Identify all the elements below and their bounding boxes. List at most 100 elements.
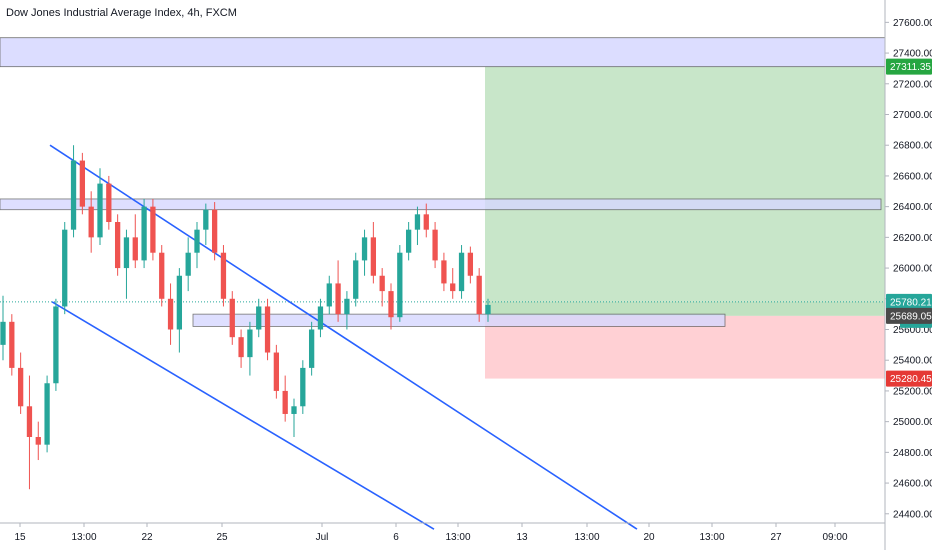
candle-body bbox=[203, 209, 209, 230]
candle-body bbox=[247, 329, 253, 358]
candle-body bbox=[317, 306, 324, 330]
time-tick-label: Jul bbox=[316, 532, 329, 543]
price-tick-label: 27000.00 bbox=[893, 110, 932, 121]
candle-body bbox=[88, 206, 94, 238]
price-tick-label: 25600.00 bbox=[893, 325, 932, 336]
time-tick-label: 13 bbox=[516, 532, 528, 543]
candle-body bbox=[44, 383, 50, 445]
candle-body bbox=[106, 183, 112, 222]
candle-body bbox=[114, 222, 121, 269]
price-tick-label: 25000.00 bbox=[893, 417, 932, 428]
candle-body bbox=[176, 275, 183, 330]
candle-body bbox=[485, 304, 491, 315]
stop-price-tag-bg bbox=[886, 370, 932, 387]
candle-body bbox=[291, 406, 297, 414]
price-tick-label: 27200.00 bbox=[893, 79, 932, 90]
candle-body bbox=[194, 229, 200, 253]
candle-body bbox=[9, 321, 15, 368]
candles bbox=[0, 145, 491, 490]
price-tick-label: 26400.00 bbox=[893, 202, 932, 213]
candle-body bbox=[370, 237, 377, 276]
trade-zones bbox=[485, 66, 885, 379]
candle-body bbox=[159, 252, 165, 299]
price-tick-label: 26600.00 bbox=[893, 171, 932, 182]
candle-body bbox=[70, 160, 77, 230]
candle-body bbox=[53, 306, 59, 384]
channel-lower-line bbox=[51, 301, 435, 530]
candle-body bbox=[62, 229, 68, 307]
chart-title: Dow Jones Industrial Average Index, 4h, … bbox=[6, 7, 237, 19]
time-tick-label: 13:00 bbox=[445, 532, 470, 543]
horizontal-bands bbox=[0, 37, 886, 327]
candle-body bbox=[17, 367, 24, 407]
mid-resistance-band bbox=[0, 198, 882, 211]
time-tick-label: 25 bbox=[216, 532, 228, 543]
candle-body bbox=[26, 406, 33, 437]
time-tick-label: 13:00 bbox=[699, 532, 724, 543]
candle-body bbox=[458, 252, 465, 292]
current-price-tag-bg bbox=[886, 293, 932, 310]
candle-body bbox=[273, 352, 280, 391]
candle-body bbox=[441, 260, 447, 284]
upper-resistance-band bbox=[0, 37, 886, 68]
time-tick-label: 13:00 bbox=[574, 532, 599, 543]
candle-body bbox=[0, 321, 6, 345]
price-tick-label: 27400.00 bbox=[893, 49, 932, 60]
price-tick-label: 26800.00 bbox=[893, 141, 932, 152]
price-tick-label: 26000.00 bbox=[893, 264, 932, 275]
price-tick-label: 26200.00 bbox=[893, 233, 932, 244]
candle-body bbox=[35, 437, 41, 445]
target-zone bbox=[485, 66, 885, 302]
candle-body bbox=[167, 298, 174, 330]
candle-body bbox=[264, 306, 271, 353]
candle-body bbox=[220, 252, 227, 299]
time-tick-label: 15 bbox=[14, 532, 26, 543]
candle-body bbox=[256, 306, 262, 330]
candle-body bbox=[282, 390, 288, 414]
support-band bbox=[192, 313, 726, 327]
candle-body bbox=[308, 329, 315, 368]
candle-body bbox=[300, 367, 306, 407]
candle-body bbox=[476, 275, 482, 315]
time-tick-label: 13:00 bbox=[71, 532, 96, 543]
price-tick-label: 25200.00 bbox=[893, 386, 932, 397]
time-tick-label: 20 bbox=[643, 532, 655, 543]
entry-price-tag: 25689.05 bbox=[890, 311, 932, 322]
channel-upper-line bbox=[49, 144, 638, 530]
candle-body bbox=[379, 275, 385, 292]
price-tick-label: 24400.00 bbox=[893, 509, 932, 520]
candle-body bbox=[388, 291, 394, 318]
candle-body bbox=[414, 214, 421, 230]
candle-body bbox=[326, 283, 332, 307]
entry-price-tag-bg bbox=[886, 307, 932, 324]
candle-body bbox=[211, 209, 218, 253]
candle-body bbox=[150, 206, 156, 253]
candle-body bbox=[397, 252, 403, 318]
candle-body bbox=[229, 298, 235, 338]
candle-body bbox=[423, 214, 429, 230]
target-price-tag-bg bbox=[886, 58, 932, 75]
price-tick-label: 27600.00 bbox=[893, 18, 932, 29]
candle-body bbox=[361, 237, 368, 261]
time-tick-label: 6 bbox=[393, 532, 399, 543]
time-tick-label: 27 bbox=[770, 532, 782, 543]
time-tick-label: 22 bbox=[141, 532, 153, 543]
candle-body bbox=[467, 252, 474, 276]
stop-price-tag: 25280.45 bbox=[890, 374, 932, 385]
candle-body bbox=[335, 283, 341, 315]
price-tick-label: 24600.00 bbox=[893, 479, 932, 490]
candle-body bbox=[450, 283, 456, 292]
price-tick-label: 25400.00 bbox=[893, 356, 932, 367]
channel-lines bbox=[49, 144, 638, 530]
candle-body bbox=[353, 260, 359, 299]
price-tick-label: 24800.00 bbox=[893, 448, 932, 459]
candle-body bbox=[141, 206, 147, 261]
current-price-tag: 25780.21 bbox=[890, 297, 932, 308]
target-price-tag: 27311.35 bbox=[890, 62, 931, 73]
candle-body bbox=[432, 229, 438, 261]
candle-body bbox=[405, 229, 412, 253]
candle-body bbox=[344, 298, 350, 315]
